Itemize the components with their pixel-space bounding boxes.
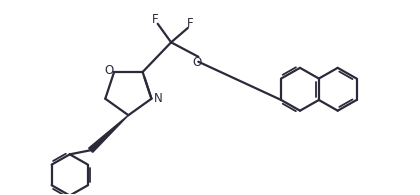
Polygon shape <box>89 115 129 152</box>
Text: O: O <box>192 56 201 69</box>
Text: F: F <box>152 13 159 26</box>
Text: O: O <box>104 64 113 77</box>
Text: F: F <box>187 17 194 30</box>
Text: N: N <box>154 92 163 105</box>
